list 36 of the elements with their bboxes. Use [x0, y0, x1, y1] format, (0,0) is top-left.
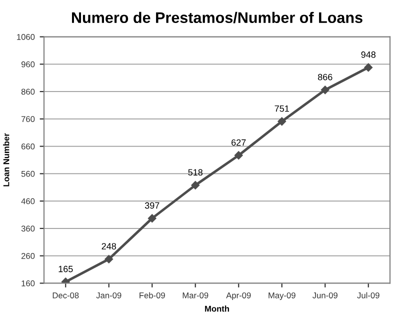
x-tick-label: Jun-09: [312, 292, 338, 298]
data-label: 165: [58, 266, 73, 272]
point: [320, 86, 330, 94]
data-label: 627: [232, 139, 246, 146]
data-label: 866: [318, 74, 332, 80]
x-tick-label: Apr-09: [226, 292, 251, 300]
y-tick-label: 460: [21, 198, 35, 204]
y-tick-label: 760: [21, 116, 35, 122]
y-tick-label: 1060: [17, 34, 35, 40]
y-tick-label: 160: [22, 280, 35, 286]
point: [104, 254, 114, 264]
x-tick-label: Feb-09: [140, 292, 165, 298]
x-tick-label: Jan-09: [96, 292, 122, 298]
y-axis-title: Loan Number: [3, 133, 10, 186]
x-tick-label: Mar-09: [182, 292, 208, 298]
chart-title: Numero de Prestamos/Number of Loans: [72, 12, 362, 24]
y-tick-label: 660: [21, 144, 35, 150]
data-label: 248: [102, 243, 116, 250]
data-label: 397: [144, 202, 160, 209]
data-label: 518: [188, 169, 203, 176]
y-tick-label: 260: [21, 253, 35, 259]
y-tick-label: 360: [21, 226, 35, 232]
point: [234, 151, 243, 160]
point: [148, 214, 156, 222]
point: [191, 181, 200, 190]
point: [278, 117, 286, 126]
data-label: 948: [361, 51, 376, 58]
y-tick-label: 560: [21, 170, 35, 177]
x-tick-label: Jul-09: [357, 292, 380, 298]
x-tick-label: Dec-08: [52, 292, 79, 298]
data-label: 751: [274, 105, 289, 112]
y-tick-label: 960: [21, 61, 35, 68]
x-axis-title: Month: [205, 306, 229, 312]
point: [364, 63, 373, 72]
x-tick-label: May-09: [268, 292, 296, 300]
y-tick-label: 860: [21, 88, 35, 95]
